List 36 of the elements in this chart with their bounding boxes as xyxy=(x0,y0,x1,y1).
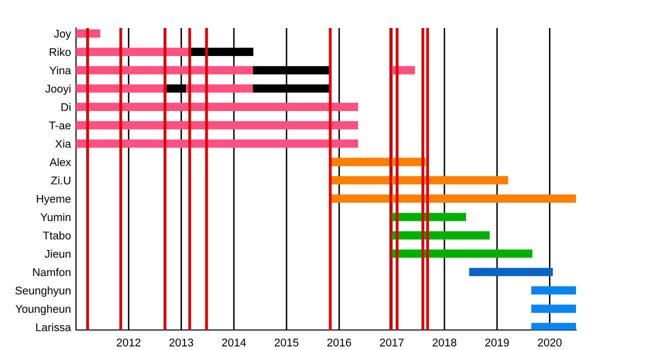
y-tick-label: Seunghyun xyxy=(15,286,70,297)
bar xyxy=(76,66,253,74)
y-tick-label: T-ae xyxy=(49,122,71,130)
x-tick-label: 2016 xyxy=(327,338,352,346)
bar xyxy=(76,102,358,112)
x-tick-label: 2015 xyxy=(274,338,298,346)
y-tick-label: Yina xyxy=(50,66,72,74)
y-tick-label: Hyeme xyxy=(36,195,71,205)
x-tick-label: 2018 xyxy=(432,338,456,346)
x-tick-label: 2014 xyxy=(222,338,246,346)
y-tick-label: Joy xyxy=(54,30,72,40)
bar xyxy=(531,304,576,313)
bar xyxy=(330,194,576,203)
y-tick-label: Di xyxy=(62,102,70,111)
bar xyxy=(531,322,576,330)
y-tick-label: Zi.U xyxy=(51,176,70,184)
y-tick-label: Riko xyxy=(50,48,71,56)
x-tick-label: 2013 xyxy=(169,338,194,346)
x-tick-label: 2019 xyxy=(485,338,509,346)
y-tick-label: Namfon xyxy=(33,268,70,276)
bar xyxy=(390,250,532,258)
y-tick-label: Alex xyxy=(50,158,72,166)
x-tick-label: 2012 xyxy=(116,338,140,346)
bar xyxy=(330,176,508,184)
bar xyxy=(76,139,358,148)
x-tick-label: 2020 xyxy=(538,338,562,346)
y-tick-label: Youngheun xyxy=(16,304,70,316)
x-tick-label: 2017 xyxy=(380,338,404,346)
y-tick-label: Jieun xyxy=(44,250,70,258)
y-tick-label: Ttabo xyxy=(42,231,71,240)
y-tick-label: Yumin xyxy=(40,212,70,222)
bar xyxy=(469,268,553,276)
bar xyxy=(531,286,576,294)
y-tick-label: Larissa xyxy=(36,323,72,332)
y-tick-label: Xia xyxy=(55,140,72,148)
y-tick-label: Jooyi xyxy=(45,84,70,95)
